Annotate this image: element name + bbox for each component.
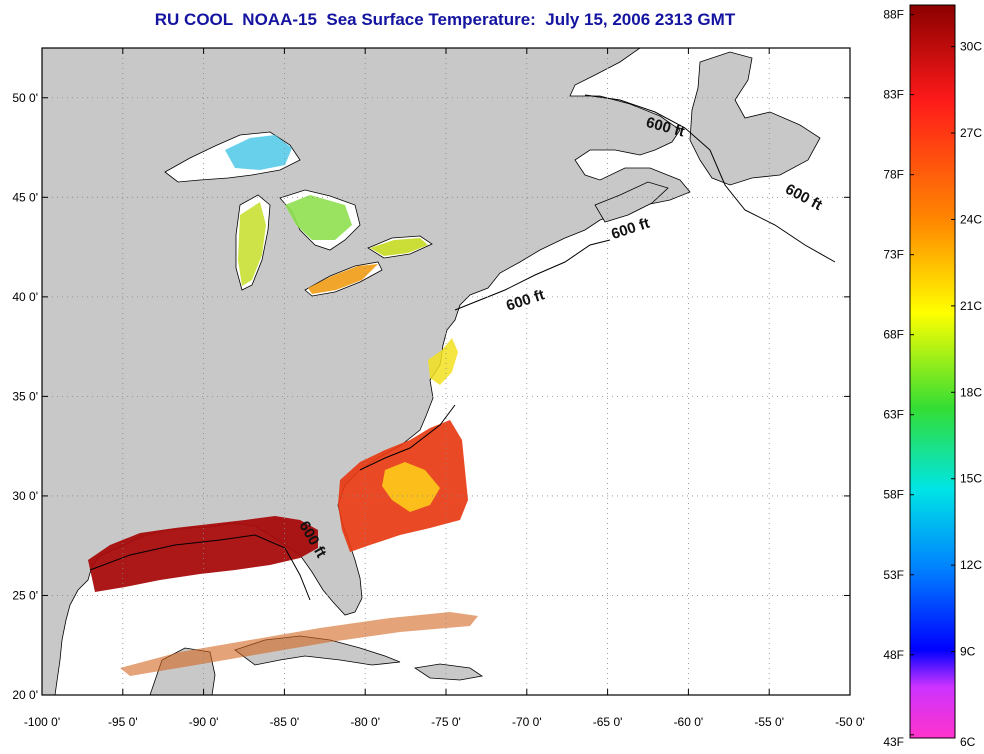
- sst-caribbean-streaks: [120, 612, 478, 676]
- sst-lake-huron: [285, 195, 352, 240]
- lon-tick-label: -55 0': [754, 715, 784, 729]
- lat-tick-label: 25 0': [12, 588, 38, 602]
- colorbar-bar: [909, 4, 956, 739]
- colorbar-c-label: 12C: [960, 558, 982, 572]
- sst-lake-erie: [308, 264, 378, 294]
- isobath-600ft-east: [454, 239, 611, 311]
- colorbar-c-label: 24C: [960, 212, 982, 226]
- longitude-labels: -100 0' -95 0' -90 0' -85 0' -80 0' -75 0' -70…: [24, 715, 865, 729]
- latitude-labels: 20 0' 25 0' 30 0' 35 0' 40 0' 45 0' 50 0': [12, 91, 38, 702]
- colorbar-f-label: 73F: [883, 248, 904, 262]
- lon-tick-label: -100 0': [24, 715, 60, 729]
- sst-gulf-of-mexico: [88, 516, 318, 592]
- colorbar-f-label: 83F: [883, 88, 904, 102]
- chart-title: RU COOL NOAA-15 Sea Surface Temperature:…: [154, 10, 736, 29]
- colorbar-c-label: 15C: [960, 472, 982, 486]
- sst-lake-michigan: [238, 202, 266, 286]
- sst-data-layer: [88, 135, 478, 676]
- colorbar-c-label: 9C: [960, 645, 976, 659]
- isobath-lines: [89, 94, 836, 601]
- lon-tick-label: -75 0': [431, 715, 461, 729]
- lon-tick-label: -85 0': [270, 715, 300, 729]
- colorbar-c-label: 18C: [960, 385, 982, 399]
- lat-tick-label: 20 0': [12, 688, 38, 702]
- colorbar-f-label: 78F: [883, 168, 904, 182]
- lon-tick-label: -50 0': [835, 715, 865, 729]
- colorbar-f-label: 43F: [883, 735, 904, 749]
- lat-tick-label: 35 0': [12, 389, 38, 403]
- lon-tick-label: -65 0': [593, 715, 623, 729]
- colorbar-f-label: 68F: [883, 328, 904, 342]
- newfoundland-land: [689, 51, 821, 186]
- isobath-600ft-gulf: [89, 534, 311, 601]
- colorbar-c-label: 6C: [960, 735, 976, 749]
- lon-tick-label: -80 0': [350, 715, 380, 729]
- lat-tick-label: 45 0': [12, 190, 38, 204]
- lon-tick-label: -90 0': [189, 715, 219, 729]
- sst-lake-superior: [225, 135, 292, 170]
- lat-tick-label: 50 0': [12, 91, 38, 105]
- sst-midatlantic: [428, 338, 458, 385]
- hispaniola-land: [413, 663, 484, 681]
- colorbar-c-label: 30C: [960, 40, 982, 54]
- colorbar-f-label: 48F: [883, 648, 904, 662]
- colorbar-f-label: 88F: [883, 8, 904, 22]
- colorbar-f-label: 58F: [883, 488, 904, 502]
- lon-tick-label: -60 0': [674, 715, 704, 729]
- colorbar-f-label: 63F: [883, 408, 904, 422]
- lat-tick-label: 40 0': [12, 290, 38, 304]
- lon-tick-label: -70 0': [512, 715, 542, 729]
- sst-lake-ontario: [370, 238, 428, 256]
- map-frame: [41, 47, 851, 696]
- isobath-600ft-north: [584, 94, 836, 263]
- lon-tick-label: -95 0': [108, 715, 138, 729]
- colorbar-fahrenheit-labels: 88F 83F 78F 73F 68F 63F 58F 53F 48F 43F: [883, 8, 914, 749]
- colorbar-celsius-labels: 30C 27C 24C 21C 18C 15C 12C 9C 6C: [951, 40, 982, 749]
- sst-atlantic-patches: [382, 462, 440, 512]
- lat-tick-label: 30 0': [12, 489, 38, 503]
- colorbar-c-label: 27C: [960, 126, 982, 140]
- isobath-600ft-se: [359, 404, 456, 471]
- nova-scotia-land: [594, 181, 669, 223]
- colorbar-c-label: 21C: [960, 299, 982, 313]
- colorbar-f-label: 53F: [883, 568, 904, 582]
